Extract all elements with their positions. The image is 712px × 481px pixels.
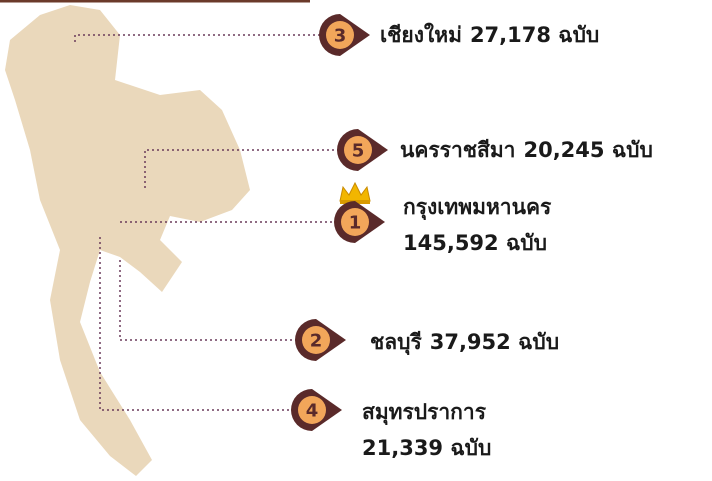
marker-badge (344, 136, 372, 164)
rank: 3 (334, 26, 347, 47)
rank: 4 (306, 401, 319, 422)
count: 21,339 ฉบับ (362, 436, 491, 460)
label: สมุทรปราการ 21,339 ฉบับ (362, 400, 491, 460)
count: 145,592 ฉบับ (403, 231, 547, 255)
province-name: กรุงเทพมหานคร (403, 195, 552, 221)
province-name: สมุทรปราการ (362, 400, 487, 426)
count: 20,245 ฉบับ (523, 138, 652, 162)
callout: 3 เชียงใหม่ 27,178 ฉบับ (74, 14, 599, 56)
callout: 5 นครราชสีมา 20,245 ฉบับ (144, 129, 653, 188)
marker-badge (326, 21, 354, 49)
count: 27,178 ฉบับ (470, 23, 599, 47)
leader-line (119, 260, 296, 341)
province-name: ชลบุรี (370, 330, 422, 356)
label: ชลบุรี 37,952 ฉบับ (370, 330, 559, 356)
leader-line (144, 149, 338, 188)
count: 37,952 ฉบับ (430, 330, 559, 354)
leader-line (99, 237, 292, 411)
rank: 5 (352, 141, 365, 162)
crown (339, 181, 371, 204)
label: นครราชสีมา 20,245 ฉบับ (400, 138, 653, 162)
province-name: นครราชสีมา (400, 138, 515, 162)
marker-badge (341, 208, 369, 236)
province-name: เชียงใหม่ (380, 22, 462, 47)
map (5, 5, 250, 476)
leader-line (74, 34, 320, 42)
label: กรุงเทพมหานคร 145,592 ฉบับ (403, 195, 552, 255)
callout: 4 สมุทรปราการ 21,339 ฉบับ (99, 237, 491, 460)
callout: 2 ชลบุรี 37,952 ฉบับ (119, 260, 559, 361)
callout: 1 กรุงเทพมหานคร 145,592 ฉบับ (120, 195, 552, 255)
marker-badge (302, 326, 330, 354)
rank: 2 (310, 331, 323, 352)
marker-badge (298, 396, 326, 424)
label: เชียงใหม่ 27,178 ฉบับ (380, 22, 599, 47)
rank: 1 (349, 213, 362, 234)
